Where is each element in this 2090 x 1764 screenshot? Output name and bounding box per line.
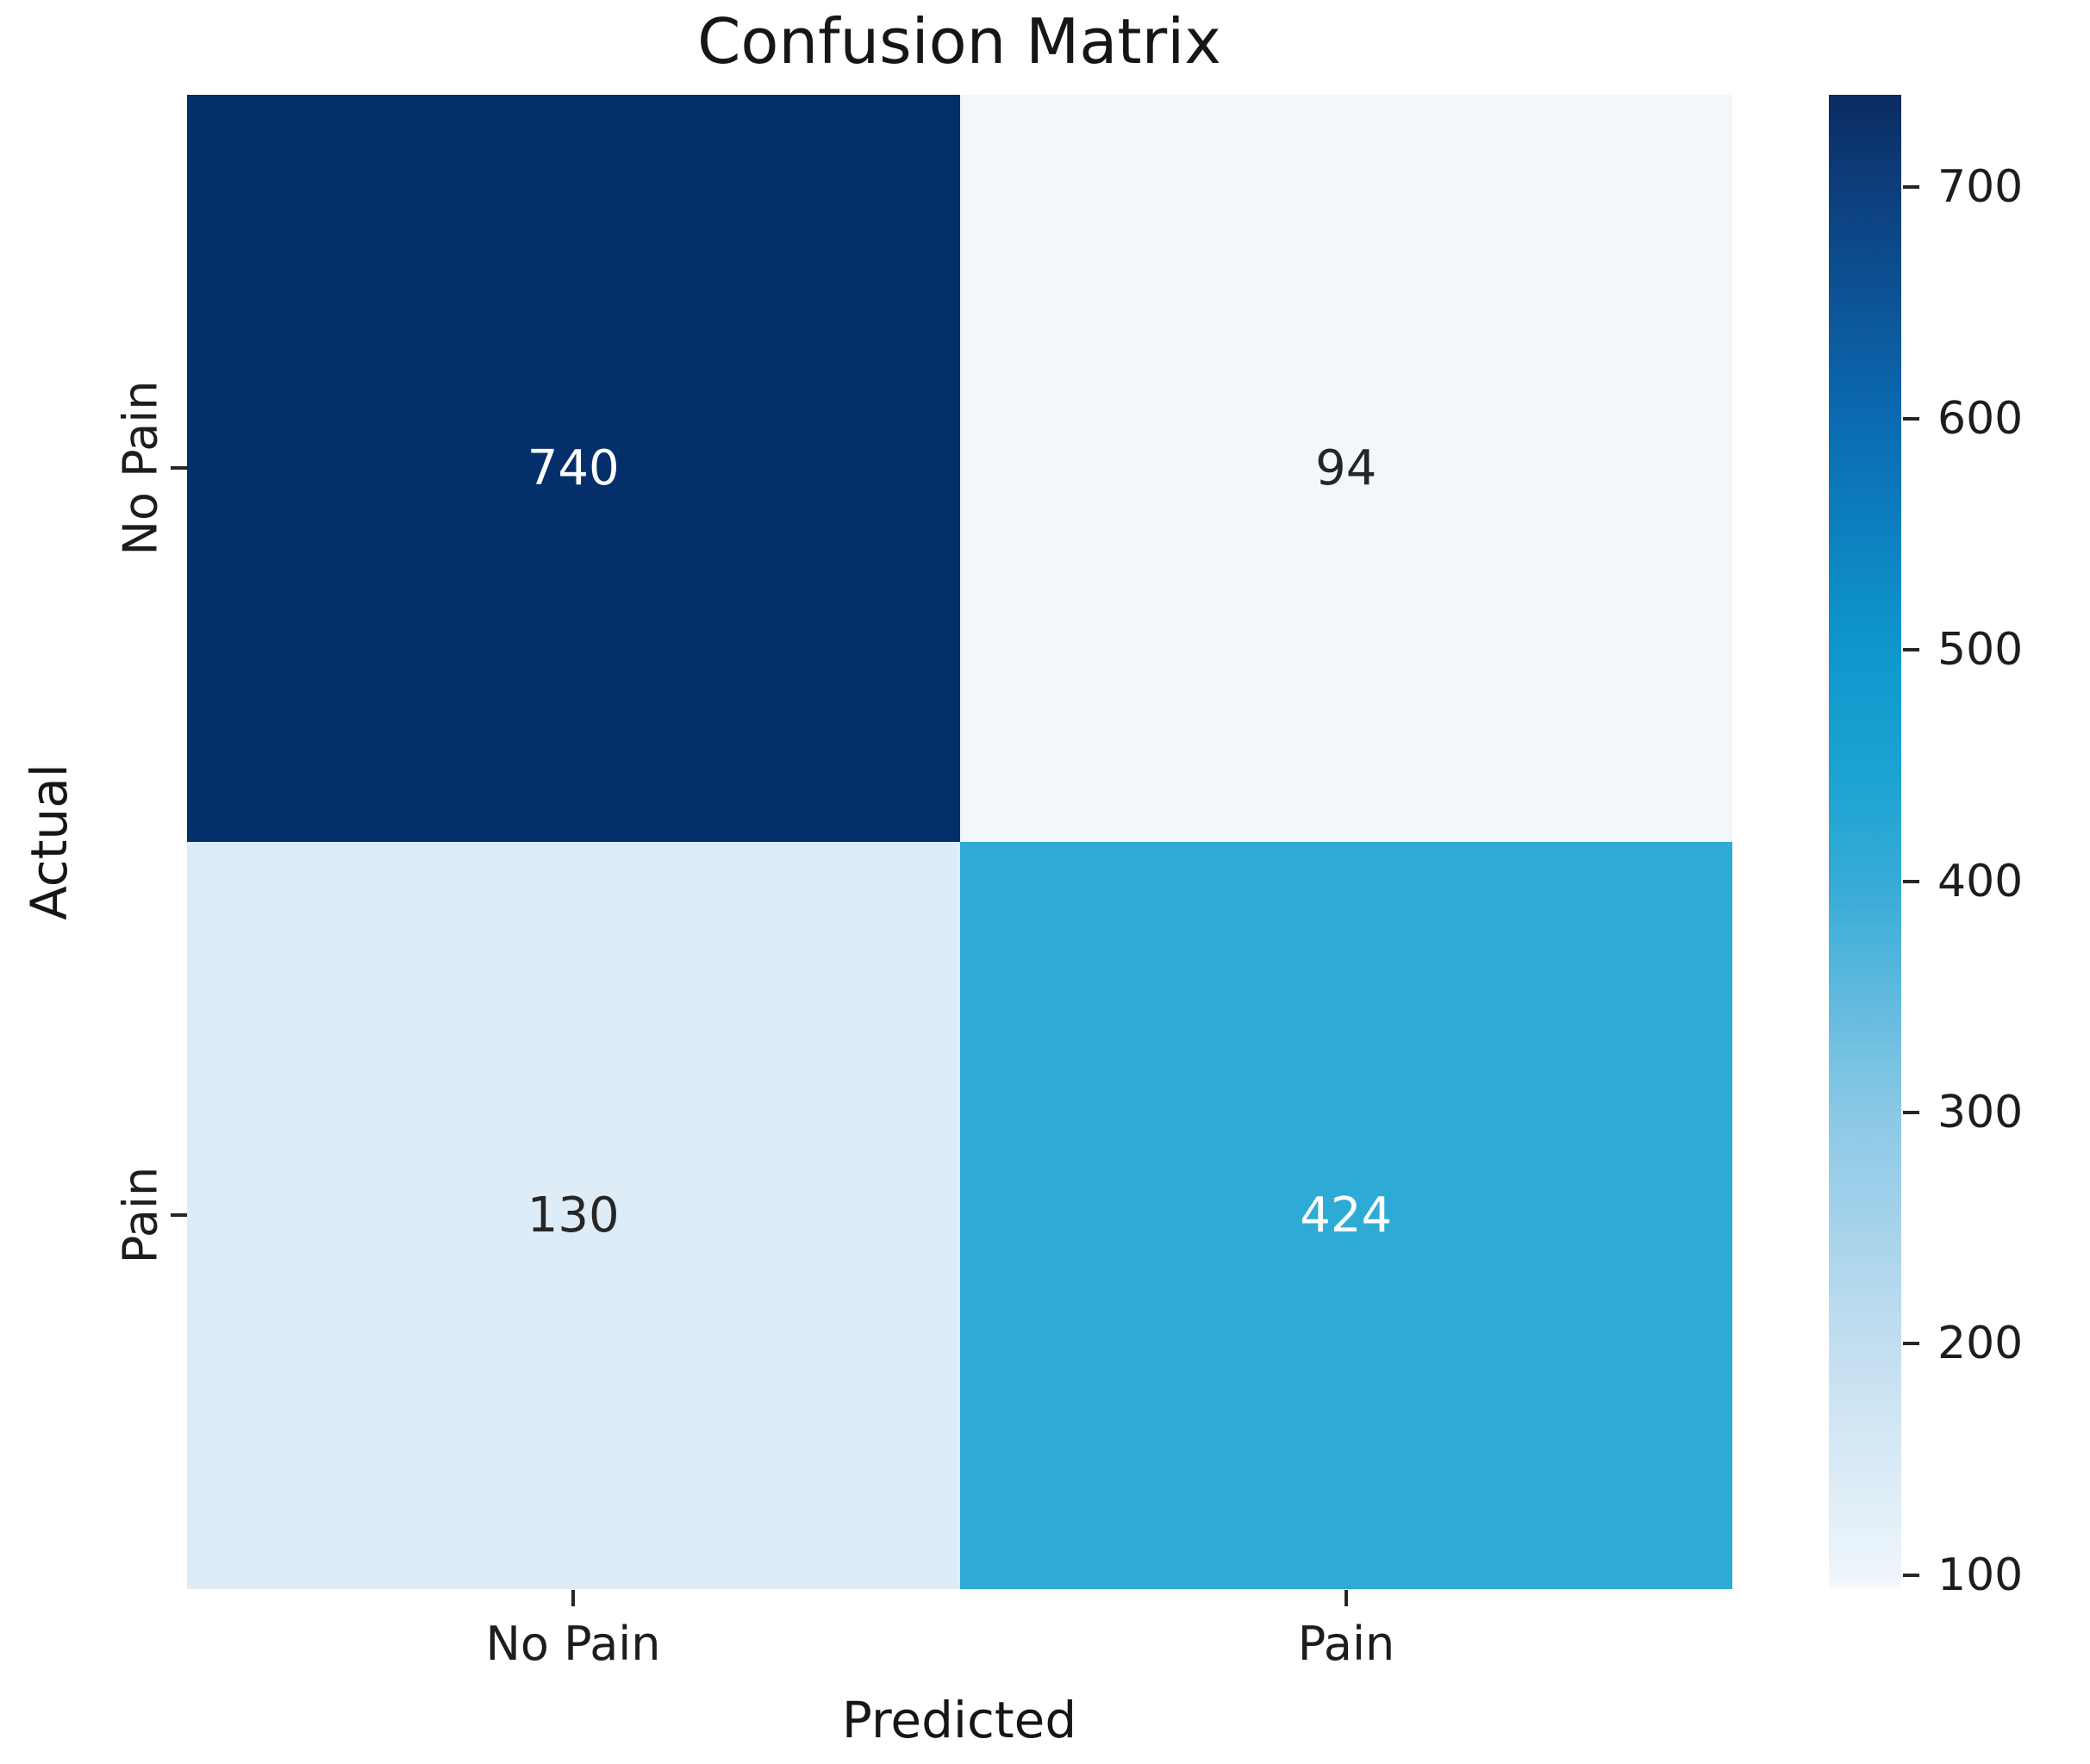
y-tick-label-nopain: No Pain (113, 380, 168, 556)
colorbar-tick-label-500: 500 (1937, 624, 2024, 676)
colorbar-tick-label-400: 400 (1937, 855, 2024, 907)
colorbar (1829, 95, 1901, 1589)
y-tick-mark-pain (171, 1213, 187, 1217)
colorbar-tick-mark-700 (1903, 185, 1919, 190)
colorbar-tick-mark-600 (1903, 416, 1919, 421)
colorbar-tick-label-200: 200 (1937, 1318, 2024, 1370)
colorbar-tick-label-300: 300 (1937, 1087, 2024, 1139)
cell-value: 740 (527, 440, 620, 496)
cell-actual-pain-pred-pain: 424 (959, 842, 1732, 1589)
y-tick-mark-nopain (171, 466, 187, 470)
cell-actual-nopain-pred-nopain: 740 (187, 95, 960, 842)
cell-value: 94 (1315, 440, 1377, 496)
x-tick-label-pain: Pain (1297, 1617, 1395, 1671)
cell-actual-nopain-pred-pain: 94 (959, 95, 1732, 842)
colorbar-tick-mark-300 (1903, 1111, 1919, 1115)
x-tick-label-nopain: No Pain (485, 1617, 661, 1671)
cell-actual-pain-pred-nopain: 130 (187, 842, 960, 1589)
y-axis-label: Actual (20, 764, 78, 920)
colorbar-tick-mark-500 (1903, 648, 1919, 652)
y-tick-label-pain: Pain (113, 1166, 168, 1264)
colorbar-tick-label-600: 600 (1937, 392, 2024, 445)
colorbar-tick-label-100: 100 (1937, 1549, 2024, 1601)
cell-value: 130 (527, 1187, 620, 1244)
heatmap-grid: 740 94 130 424 (187, 95, 1732, 1589)
x-axis-label: Predicted (841, 1691, 1077, 1749)
colorbar-tick-mark-400 (1903, 879, 1919, 883)
chart-title: Confusion Matrix (697, 5, 1221, 78)
cell-value: 424 (1300, 1187, 1393, 1244)
x-tick-mark-nopain (571, 1590, 575, 1606)
colorbar-tick-label-700: 700 (1937, 161, 2024, 214)
x-tick-mark-pain (1344, 1590, 1348, 1606)
colorbar-tick-mark-200 (1903, 1342, 1919, 1346)
colorbar-tick-mark-100 (1903, 1573, 1919, 1577)
